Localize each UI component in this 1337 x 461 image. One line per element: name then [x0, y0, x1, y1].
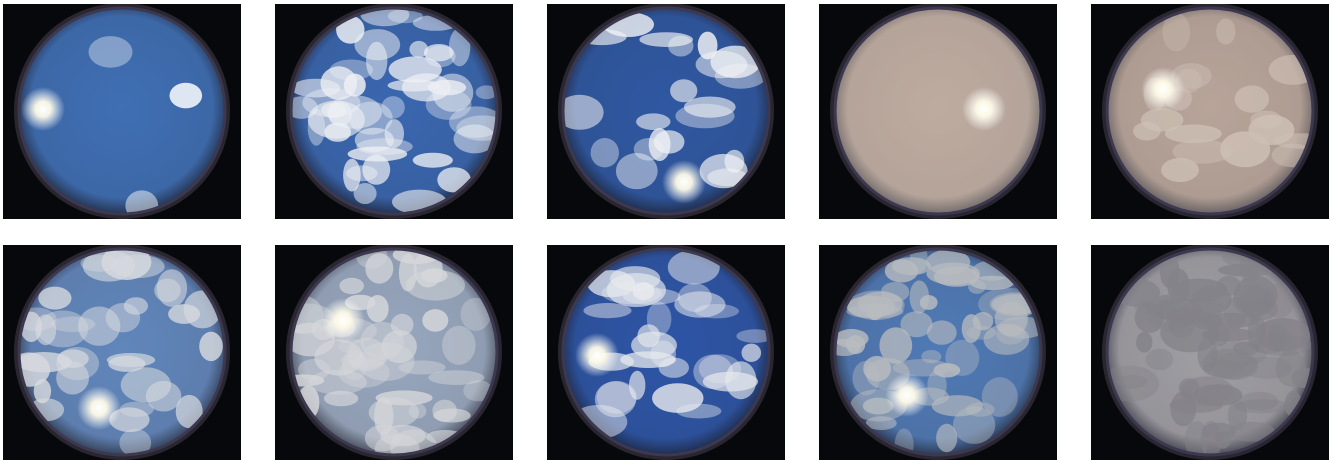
- sky-image-8: [547, 245, 785, 460]
- sky-image-10: [1091, 245, 1329, 460]
- fisheye-sky-mostly-cloudy-icon: [819, 245, 1057, 460]
- sky-image-1: [3, 4, 241, 219]
- fisheye-sky-broken-clouds-icon: [275, 4, 513, 219]
- sky-image-6: [3, 245, 241, 460]
- sky-image-7: [275, 245, 513, 460]
- fisheye-sky-hazy-partly-cloudy-icon: [1091, 4, 1329, 219]
- sky-image-3: [547, 4, 785, 219]
- fisheye-sky-cumulus-trees-icon: [547, 245, 785, 460]
- fisheye-sky-thin-cirrostratus-icon: [275, 245, 513, 460]
- fisheye-sky-hazy-overcast-icon: [819, 4, 1057, 219]
- fisheye-sky-overcast-icon: [1091, 245, 1329, 460]
- fisheye-sky-altocumulus-icon: [3, 245, 241, 460]
- sky-image-4: [819, 4, 1057, 219]
- fisheye-sky-scattered-clouds-icon: [547, 4, 785, 219]
- sky-image-2: [275, 4, 513, 219]
- fisheye-sky-clear-blue-icon: [3, 4, 241, 219]
- sky-image-9: [819, 245, 1057, 460]
- sky-image-5: [1091, 4, 1329, 219]
